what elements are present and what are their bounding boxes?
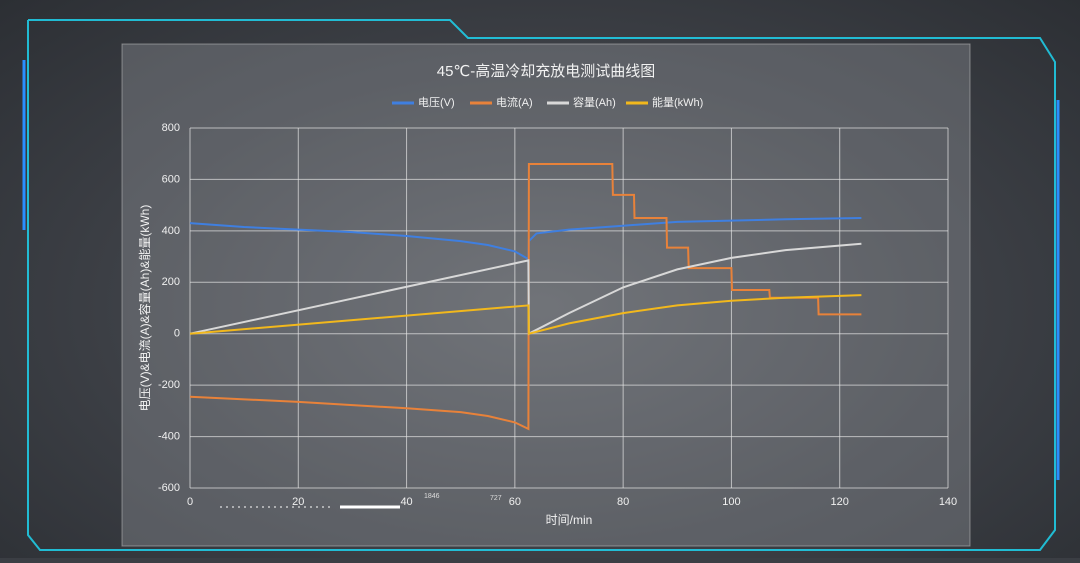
- y-tick-label: 400: [162, 225, 180, 237]
- y-tick-label: 0: [174, 328, 180, 340]
- x-tick-label: 60: [509, 496, 521, 508]
- x-tick-label: 0: [187, 496, 193, 508]
- x-tick-label: 140: [939, 496, 957, 508]
- legend-label: 容量(Ah): [573, 95, 616, 109]
- y-tick-label: 800: [162, 122, 180, 134]
- legend-label: 电压(V): [418, 96, 455, 109]
- y-tick-label: -400: [158, 430, 180, 442]
- legend-label: 电流(A): [496, 95, 533, 109]
- x-tick-label: 40: [400, 496, 412, 508]
- frame: [27, 19, 1056, 551]
- x-tick-label: 120: [831, 496, 849, 508]
- decor-text: 727: [490, 495, 502, 502]
- y-tick-label: -200: [158, 379, 180, 391]
- x-tick-label: 20: [292, 496, 304, 508]
- series-line: [189, 163, 862, 431]
- legend-label: 能量(kWh): [652, 95, 703, 109]
- y-tick-label: -600: [158, 482, 180, 494]
- series-line: [189, 294, 862, 335]
- y-tick-label: 200: [162, 276, 180, 288]
- x-axis-label: 时间/min: [546, 513, 593, 527]
- y-tick-label: 600: [162, 173, 180, 185]
- chart-title: 45℃-高温冷却充放电测试曲线图: [437, 63, 656, 80]
- y-axis-label: 电压(V)&电流(A)&容量(Ah)&能量(kWh): [137, 205, 152, 412]
- x-tick-label: 80: [617, 496, 629, 508]
- series-line: [189, 242, 862, 336]
- x-tick-label: 100: [722, 496, 740, 508]
- decor-text: 1846: [424, 493, 440, 500]
